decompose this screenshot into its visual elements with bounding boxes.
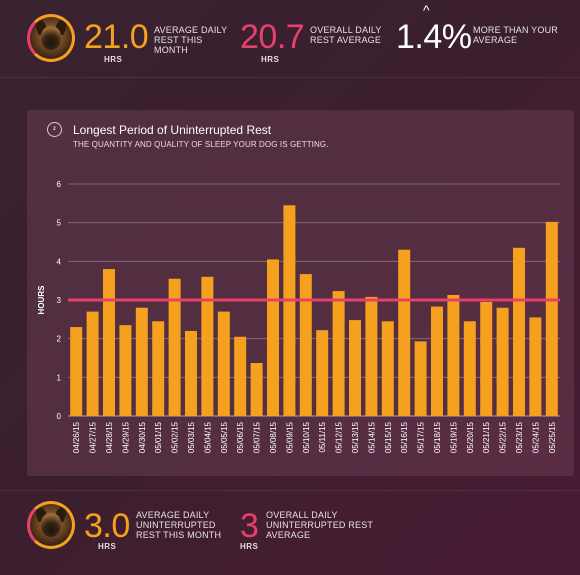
bar [283,205,296,416]
bar [250,363,263,416]
bar [332,291,345,416]
dog-avatar [27,501,75,549]
x-tick-label: 05/12/15 [335,421,344,453]
bar [349,320,361,416]
avg-rest-month-unit: HRS [104,55,123,64]
rest-bar-chart: 0 1 2 3 4 5 6 HOURS 04/26/15 04/27/15 04/28/15 04/2… [37,180,560,453]
overall-rest-value: 20.7 [240,18,305,56]
bar [70,327,83,416]
x-tick-label: 05/06/15 [236,421,245,453]
x-tick-label: 05/07/15 [253,421,262,453]
x-tick-label: 05/13/15 [351,421,360,453]
x-tick-label: 04/28/15 [105,421,114,453]
x-tick-label: 05/18/15 [433,421,442,453]
bar [545,221,558,416]
x-tick-label: 05/10/15 [302,421,311,453]
overall-rest-label: OVERALL DAILY REST AVERAGE [310,25,382,45]
y-tick-label: 6 [57,180,62,189]
bar [217,311,230,416]
caret-up-icon: ^ [423,2,430,18]
x-tick-label: 04/29/15 [121,421,130,453]
x-tick-label: 05/03/15 [187,421,196,453]
x-tick-label: 05/14/15 [367,421,376,453]
y-tick-label: 0 [57,412,62,421]
x-tick-label: 05/08/15 [269,421,278,453]
panel-subtitle: THE QUANTITY AND QUALITY OF SLEEP YOUR D… [73,140,329,149]
avg-uninterrupted-month-unit: HRS [98,542,117,551]
bar [168,278,181,416]
sleep-zzz-icon: z [47,122,62,137]
bar [267,259,279,416]
x-tick-label: 05/20/15 [466,421,475,453]
x-tick-label: 05/01/15 [154,421,163,453]
bar [152,321,165,416]
bar [86,311,99,416]
avg-rest-month-label: AVERAGE DAILY REST THIS MONTH [154,25,228,55]
x-tick-label: 04/26/15 [72,421,81,453]
y-tick-label: 4 [57,257,62,266]
x-tick-label: 05/09/15 [285,421,294,453]
x-tick-label: 05/17/15 [417,421,426,453]
bar [431,306,443,416]
avg-uninterrupted-month-label: AVERAGE DAILY UNINTERRUPTED REST THIS MO… [136,510,222,540]
bar [398,249,411,416]
avg-uninterrupted-month-value: 3.0 [84,507,130,545]
y-axis-label: HOURS [37,285,46,315]
y-tick-label: 1 [57,373,62,382]
rest-diff-value: 1.4% [396,18,472,56]
bar [119,325,132,416]
x-tick-label: 05/16/15 [400,421,409,453]
top-stats-row: 21.0 HRS AVERAGE DAILY REST THIS MONTH 2… [0,0,580,78]
x-tick-label: 05/19/15 [449,421,458,453]
bar [365,296,378,416]
x-tick-label: 05/11/15 [318,421,327,452]
bar [513,247,525,416]
bar [529,317,542,416]
overall-uninterrupted-unit: HRS [240,542,259,551]
bar [135,307,148,416]
bar [103,269,115,416]
x-tick-label: 04/27/15 [89,421,98,453]
panel-title: Longest Period of Uninterrupted Rest [73,123,272,137]
bar [185,330,197,416]
overall-rest-unit: HRS [261,55,280,64]
bar [414,341,427,416]
x-tick-label: 05/24/15 [531,421,540,453]
x-tick-label: 05/23/15 [515,421,524,453]
bar [234,336,247,416]
x-tick-label: 05/22/15 [499,421,508,453]
rest-diff-label: MORE THAN YOUR AVERAGE [473,25,558,45]
overall-uninterrupted-label: OVERALL DAILY UNINTERRUPTED REST AVERAGE [266,510,374,540]
x-tick-label: 05/02/15 [171,421,180,453]
x-tick-label: 05/04/15 [203,421,212,453]
bar [463,321,476,416]
x-tick-label: 05/05/15 [220,421,229,453]
avg-rest-month-value: 21.0 [84,18,149,56]
x-tick-label: 05/15/15 [384,421,393,453]
x-tick-label: 05/21/15 [482,421,491,453]
y-tick-label: 2 [57,335,62,344]
overall-uninterrupted-value: 3 [240,507,259,545]
bar [316,330,329,416]
x-tick-label: 05/25/15 [548,421,557,453]
bar [447,294,460,416]
dog-avatar [27,14,75,62]
x-tick-label: 04/30/15 [138,421,147,453]
bottom-stats-row: 3.0 HRS AVERAGE DAILY UNINTERRUPTED REST… [0,490,580,575]
bar [201,276,214,416]
bar [381,321,394,416]
y-tick-label: 3 [57,296,62,305]
y-tick-label: 5 [57,219,62,228]
bar [496,307,509,416]
bar [299,274,312,416]
bar [480,301,493,416]
